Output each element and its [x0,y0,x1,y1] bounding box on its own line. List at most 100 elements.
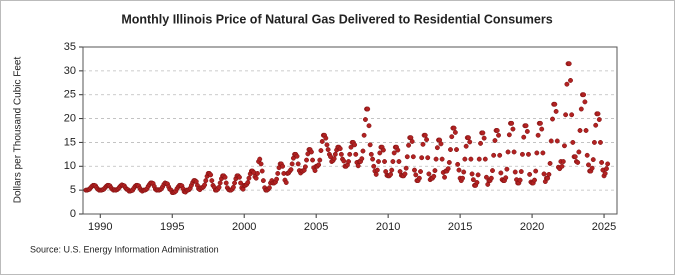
point [591,139,597,145]
point [366,123,372,129]
point [367,142,373,148]
point [518,169,524,174]
point [602,170,608,176]
point [245,180,251,185]
point [478,140,483,146]
point [581,92,587,98]
point [492,138,498,143]
point [599,160,605,165]
point [419,155,425,161]
point [604,166,609,172]
point [523,123,529,129]
point [541,171,547,177]
point [470,177,476,183]
point [553,108,559,114]
point [208,172,214,178]
point [431,173,437,179]
point [362,117,368,122]
point [476,156,482,162]
y-tick-label: 15 [64,136,76,148]
point [323,135,329,141]
source: Source: U.S. Energy Information Administ… [30,244,219,254]
point [469,171,475,177]
point [593,122,599,128]
point [403,165,409,171]
point [395,147,401,153]
point [505,149,511,155]
point [253,175,259,181]
point [509,120,515,126]
point [537,120,543,126]
point [422,132,428,138]
x-tick-label: 2015 [448,221,472,233]
point [454,147,459,153]
point [376,159,381,164]
point [352,142,358,148]
point [534,150,540,156]
point [409,139,415,144]
y-tick-label: 20 [64,112,76,124]
point [547,160,553,166]
point [359,156,365,162]
point [496,132,501,138]
point [439,156,445,162]
point [418,169,423,174]
point [230,184,236,190]
point [461,169,467,175]
point [560,159,566,164]
point [451,125,457,131]
point [455,161,461,167]
point [325,147,331,153]
point [524,129,530,134]
point [406,142,412,148]
point [584,152,590,158]
point [596,117,602,122]
y-axis-label: Dollars per Thousand Cubic Feet [13,57,24,204]
point [540,150,546,156]
point [347,151,353,157]
point [237,174,242,180]
point [302,164,308,170]
point [404,154,410,160]
point [521,134,527,140]
y-tick-label: 0 [70,208,76,220]
point [232,180,238,186]
point [346,159,352,164]
point [348,144,354,150]
point [550,116,555,122]
point [559,163,565,169]
x-tick-label: 2000 [232,221,256,233]
point [209,178,215,184]
point [532,177,537,183]
point [254,170,260,176]
point [446,160,452,165]
point [482,156,488,162]
y-tick-label: 30 [64,65,76,77]
x-tick-label: 2010 [376,221,400,233]
point [332,151,338,157]
point [491,152,497,158]
point [563,112,569,118]
point [554,138,560,144]
point [535,132,541,138]
point [475,172,481,178]
point [294,153,300,159]
point [317,157,323,163]
point [463,143,469,149]
y-tick-label: 10 [64,160,76,172]
point [506,132,512,138]
point [511,149,517,155]
point [578,106,584,112]
point [445,166,451,172]
point [480,130,486,136]
point [368,151,374,157]
point [338,151,344,157]
point [304,157,309,163]
point [452,129,458,135]
point [546,171,552,177]
point [258,161,264,167]
point [308,149,314,155]
point [283,180,289,185]
point [442,174,448,180]
point [425,155,431,161]
